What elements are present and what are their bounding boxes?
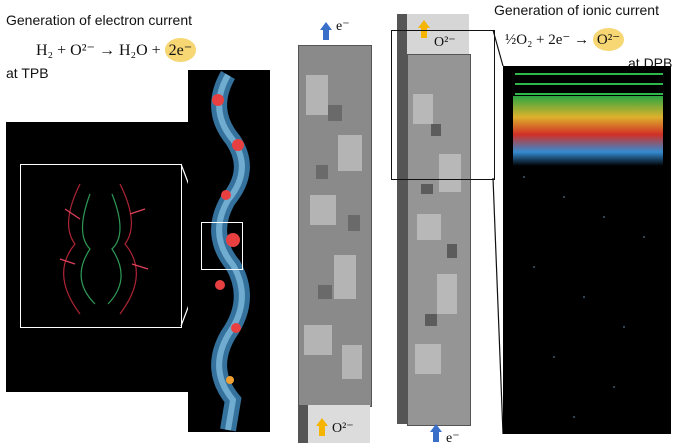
up-arrow-blue bbox=[320, 22, 332, 40]
right-bottom-species: e⁻ bbox=[446, 431, 460, 446]
zoom-inset-frame bbox=[20, 164, 182, 328]
left-reaction: H₂ + O²⁻ → H₂O + 2e⁻ bbox=[36, 38, 197, 62]
left-reaction-text: H₂ + O²⁻ → H₂O + bbox=[36, 42, 165, 59]
left-title: Generation of electron current bbox=[6, 12, 192, 28]
middle-top-species: e⁻ bbox=[336, 19, 350, 34]
left-reaction-product: 2e⁻ bbox=[164, 38, 197, 62]
cathode-left-edge bbox=[397, 14, 407, 424]
up-arrow-blue-right bbox=[430, 424, 442, 442]
right-reaction: ½O₂ + 2e⁻ → O²⁻ bbox=[505, 28, 625, 51]
right-reaction-text: ½O₂ + 2e⁻ → bbox=[505, 32, 593, 48]
dpb-vector-field bbox=[513, 73, 663, 418]
up-arrow-yellow-middle bbox=[316, 418, 328, 436]
tpb-tube-graphic bbox=[211, 71, 250, 432]
middle-bottom-species: O²⁻ bbox=[332, 421, 354, 436]
right-reaction-product: O²⁻ bbox=[592, 28, 625, 51]
cathode-top-block bbox=[397, 14, 469, 54]
cathode-texture bbox=[413, 94, 461, 374]
dpb-source-box bbox=[391, 30, 495, 180]
anode-bottom-block bbox=[298, 405, 370, 443]
zoom-vector-field bbox=[59, 183, 149, 315]
left-location: at TPB bbox=[6, 65, 49, 81]
right-top-species: O²⁻ bbox=[434, 35, 456, 50]
up-arrow-yellow-right bbox=[418, 20, 430, 38]
anode-texture bbox=[304, 75, 362, 379]
right-title: Generation of ionic current bbox=[494, 2, 659, 18]
zoom-source-box bbox=[201, 222, 243, 270]
anode-bottom-edge bbox=[298, 405, 308, 443]
